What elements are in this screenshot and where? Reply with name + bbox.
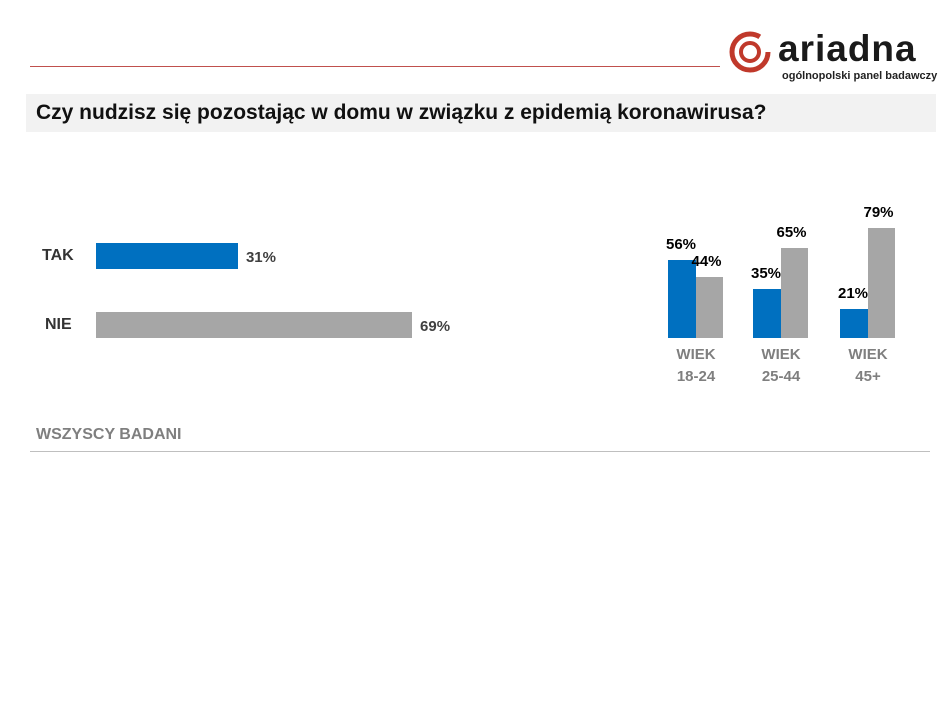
category-label: NIE <box>45 316 72 333</box>
category-label-line: 18-24 <box>676 368 716 385</box>
bar-series2 <box>695 276 723 338</box>
bar-series1 <box>753 289 781 338</box>
header-rule <box>30 66 720 67</box>
title-bar: Czy nudzisz się pozostając w domu w zwią… <box>26 94 936 132</box>
bar-nie <box>96 312 413 338</box>
data-label: 35% <box>751 265 782 283</box>
data-label: 65% <box>776 223 807 241</box>
category-label: WIEK 18-24 <box>661 344 731 388</box>
category-label-line: 25-44 <box>761 368 801 385</box>
category-label-line: WIEK <box>848 346 888 363</box>
logo-spiral-icon <box>729 31 771 73</box>
data-label: 44% <box>691 252 722 270</box>
bar-series1 <box>668 260 696 338</box>
bar-series2 <box>780 247 808 338</box>
question-title: Czy nudzisz się pozostając w domu w zwią… <box>36 101 767 124</box>
data-label: 79% <box>863 204 894 222</box>
bar-series2 <box>867 228 895 338</box>
ariadna-logo: ariadna ogólnopolski panel badawczy <box>728 28 943 85</box>
data-label: 56% <box>666 236 697 254</box>
category-label-line: WIEK <box>676 346 716 363</box>
data-label: 31% <box>245 249 276 266</box>
bar-series1 <box>840 308 868 338</box>
bar-tak <box>96 243 238 269</box>
footer-rule <box>30 451 930 452</box>
category-label-line: WIEK <box>761 346 801 363</box>
category-label-line: 45+ <box>855 368 881 385</box>
category-label: TAK <box>42 247 74 264</box>
data-label: 69% <box>420 318 451 335</box>
category-label: WIEK 45+ <box>833 344 903 388</box>
logo-wordmark: ariadna <box>778 28 917 69</box>
data-label: 21% <box>838 284 869 302</box>
logo-subtitle: ogólnopolski panel badawczy <box>782 70 938 82</box>
base-label: WSZYSCY BADANI <box>36 426 182 443</box>
category-label: WIEK 25-44 <box>746 344 816 388</box>
